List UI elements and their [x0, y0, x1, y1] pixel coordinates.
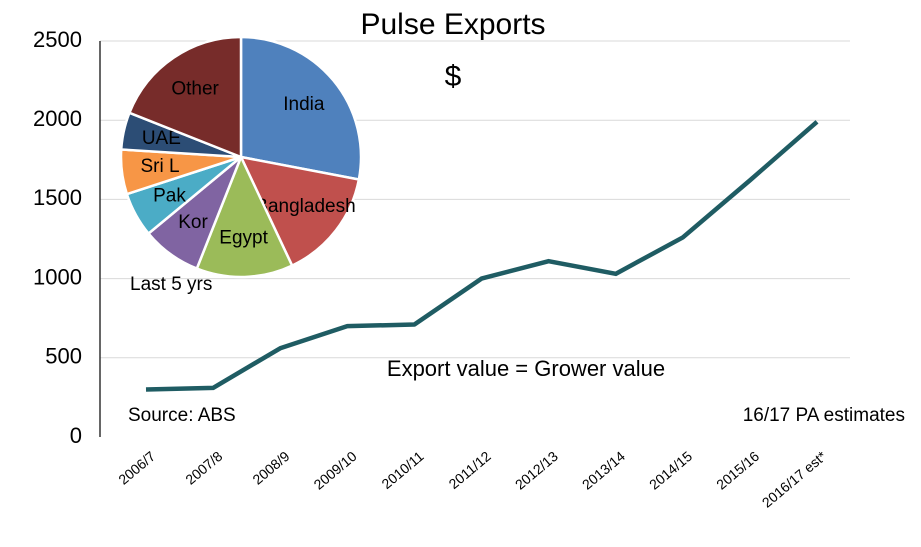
pie-slice [195, 153, 294, 279]
x-tick-label: 2007/8 [182, 448, 225, 488]
x-tick-label: 2014/15 [646, 448, 695, 493]
y-tick-label: 1000 [33, 264, 82, 289]
x-tick-label: 2015/16 [713, 448, 762, 493]
x-tick-label: 2006/7 [115, 448, 158, 488]
x-tick-label: 2010/11 [378, 448, 426, 492]
annotation: 16/17 PA estimates [743, 405, 905, 426]
x-tick-label: 2008/9 [249, 448, 292, 488]
annotation: $ [445, 60, 462, 93]
pie-slice [127, 35, 243, 159]
y-tick-label: 2000 [33, 106, 82, 131]
y-tick-label: 1500 [33, 185, 82, 210]
pie-label: Other [171, 79, 219, 100]
chart-title: Pulse Exports [360, 8, 545, 41]
pie-label: Bangladesh [255, 196, 355, 217]
y-tick-label: 0 [70, 423, 82, 448]
pie-slice [238, 155, 361, 268]
line-series [145, 120, 819, 392]
pie-title: Last 5 yrs [130, 274, 212, 295]
pie-label: Kor [178, 212, 208, 233]
x-tick-label: 2012/13 [512, 448, 561, 493]
y-tick-label: 2500 [33, 27, 82, 52]
annotation: Export value = Grower value [387, 356, 665, 381]
pie-label: Pak [153, 185, 186, 206]
x-tick-label: 2016/17 est* [759, 448, 830, 511]
pie-label: Egypt [219, 228, 268, 249]
annotation: Source: ABS [128, 405, 236, 426]
x-tick-label: 2011/12 [446, 448, 494, 492]
x-tick-label: 2013/14 [579, 448, 628, 493]
pie-slice [239, 35, 363, 181]
pie-label: UAE [142, 128, 181, 149]
x-tick-label: 2009/10 [311, 448, 360, 493]
pie-label: India [283, 94, 325, 115]
y-tick-label: 500 [45, 344, 82, 369]
pie-label: Sri L [141, 156, 180, 177]
